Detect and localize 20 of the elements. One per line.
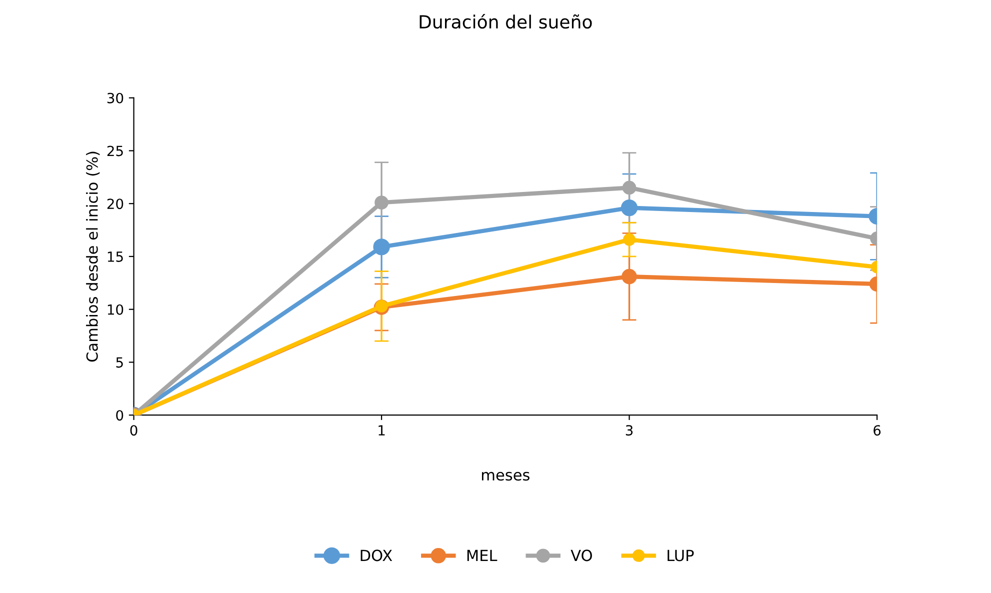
legend-label: MEL	[467, 550, 498, 562]
y-tick-label: 0	[116, 410, 124, 421]
x-tick-label: 6	[874, 425, 881, 436]
x-tick-label: 0	[130, 425, 138, 436]
y-axis-title: Cambios desde el inicio (%)	[86, 152, 100, 362]
point	[374, 196, 388, 210]
chart-title: Duración del sueño	[420, 14, 592, 29]
y-tick-label: 10	[108, 304, 124, 315]
legend-label: LUP	[668, 550, 694, 562]
legend-label: DOX	[360, 550, 392, 562]
y-tick-label: 30	[107, 92, 124, 104]
legend-label: VO	[570, 550, 592, 562]
y-tick-label: 5	[116, 357, 123, 368]
x-tick-label: 3	[626, 425, 633, 436]
y-tick-label: 25	[107, 146, 123, 156]
x-axis-title: meses	[482, 472, 530, 481]
y-tick-label: 20	[107, 198, 124, 210]
point	[373, 238, 390, 256]
x-tick-label: 1	[378, 425, 385, 436]
y-tick-label: 15	[108, 252, 123, 262]
